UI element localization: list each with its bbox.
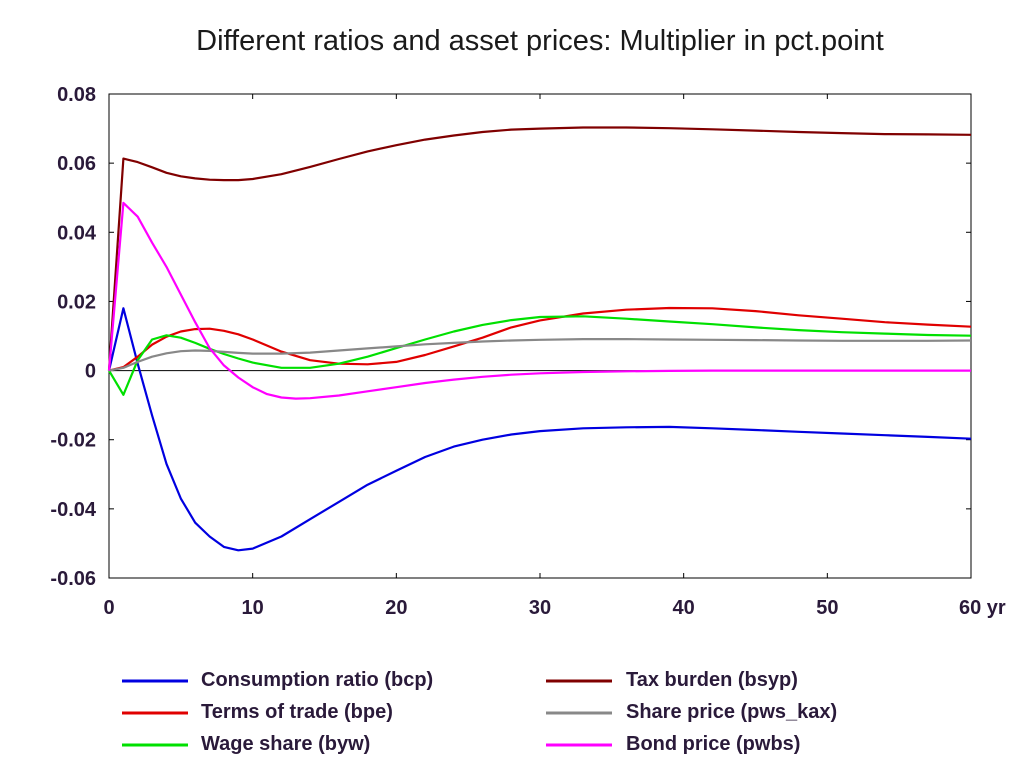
y-tick-label: -0.06 xyxy=(50,568,96,590)
legend-label-bond-price-pwbs: Bond price (pwbs) xyxy=(626,733,800,755)
series-lines xyxy=(107,126,972,552)
legend-label-wage-share-byw: Wage share (byw) xyxy=(201,733,370,755)
y-tick-label: 0.02 xyxy=(57,291,96,313)
series-line-tax-burden-bsyp xyxy=(107,126,972,371)
y-tick-label: 0.04 xyxy=(57,222,97,244)
tick-labels: -0.06 -0.04 -0.02 0 0.02 0.04 0.06 0.08 0 10 20 30 4… xyxy=(50,84,1006,619)
x-tick-label: 50 xyxy=(816,597,838,619)
x-tick-label: 20 xyxy=(385,597,407,619)
series-line-terms-of-trade-bpe xyxy=(108,306,972,372)
legend: Consumption ratio (bcp) Terms of trade (b… xyxy=(122,669,837,755)
chart-title: Different ratios and asset prices: Multi… xyxy=(196,25,884,57)
series-line-wage-share-byw xyxy=(108,315,972,396)
plot-area-frame xyxy=(108,93,972,579)
x-tick-label: 30 xyxy=(529,597,551,619)
y-tick-label: 0.06 xyxy=(57,153,96,175)
y-tick-label: -0.04 xyxy=(50,499,96,521)
series-line-consumption-ratio-bcp xyxy=(107,307,972,552)
x-tick-label: 0 xyxy=(103,597,114,619)
series-line-bond-price-pwbs xyxy=(107,201,971,400)
legend-label-terms-of-trade-bpe: Terms of trade (bpe) xyxy=(201,701,393,723)
legend-label-share-price-pws-kax: Share price (pws_kax) xyxy=(626,701,837,723)
legend-label-tax-burden-bsyp: Tax burden (bsyp) xyxy=(626,669,798,691)
y-tick-label: -0.02 xyxy=(50,430,96,452)
axis-ticks xyxy=(108,93,972,579)
x-tick-label: 10 xyxy=(242,597,264,619)
legend-label-consumption-ratio-bcp: Consumption ratio (bcp) xyxy=(201,669,433,691)
y-tick-label: 0 xyxy=(85,361,96,383)
series-line-share-price-pws-kax xyxy=(108,338,972,372)
x-tick-label: 40 xyxy=(673,597,695,619)
y-tick-label: 0.08 xyxy=(57,84,96,106)
x-tick-label: 60 yr xyxy=(959,597,1006,619)
